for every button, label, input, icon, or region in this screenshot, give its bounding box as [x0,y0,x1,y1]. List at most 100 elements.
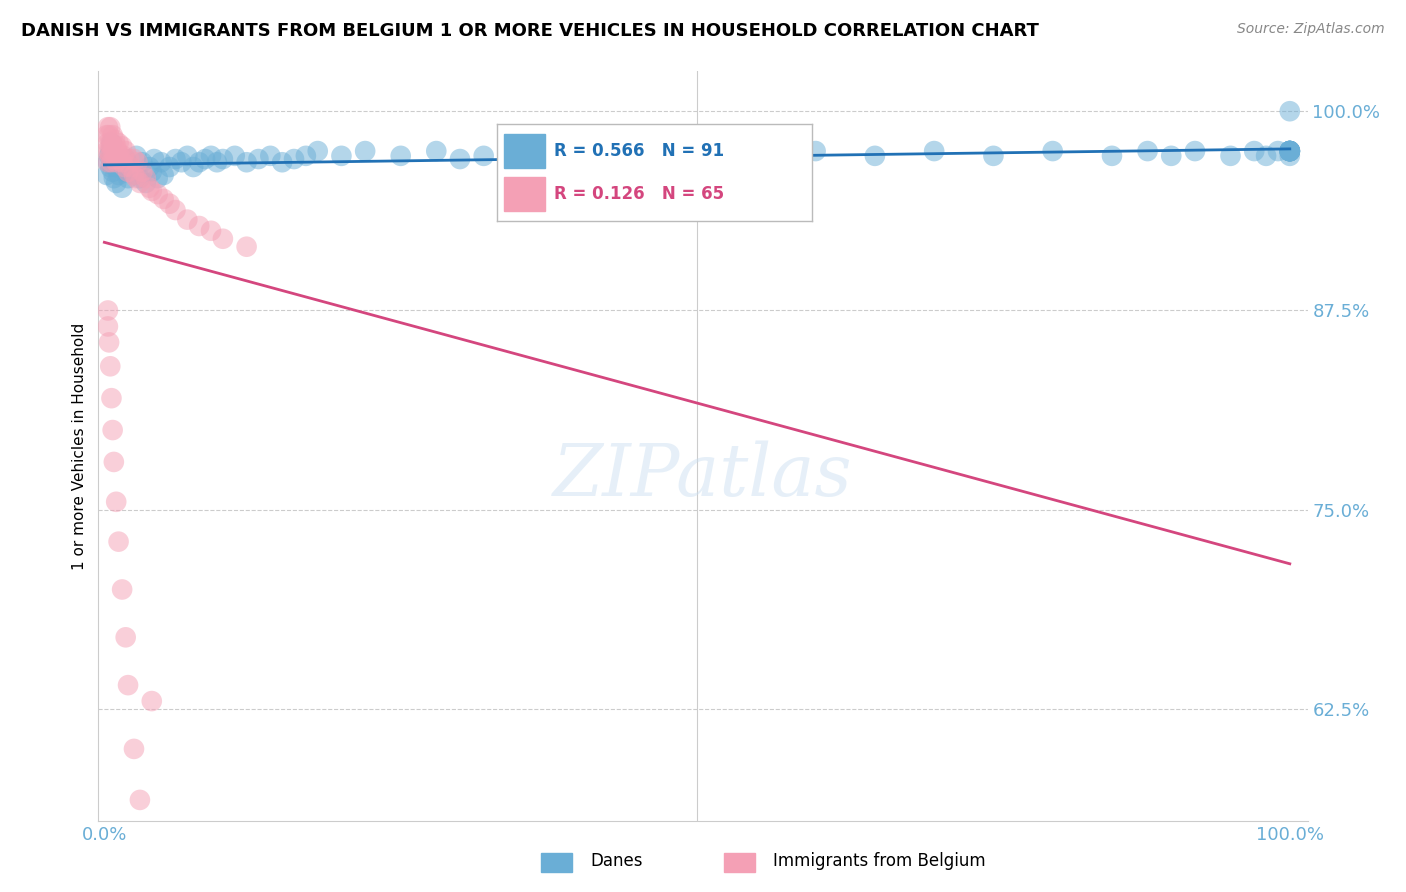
Point [1042,144,1064,158]
Point [105,176,128,190]
Point [114,152,136,166]
Point [97,120,120,135]
Point [104,160,127,174]
Point [122,168,145,182]
Point [152,192,174,206]
Point [107,534,129,549]
Point [117,165,139,179]
Point [159,196,181,211]
Point [141,694,163,708]
Point [117,171,139,186]
Point [330,149,353,163]
Point [1278,144,1301,158]
Point [181,160,204,174]
Point [98,149,121,163]
Point [100,152,122,166]
Point [114,160,136,174]
Point [107,136,129,150]
Point [1267,144,1289,158]
Point [122,168,145,182]
Point [127,155,149,169]
Point [194,152,217,166]
Point [120,160,142,174]
Point [271,155,294,169]
Point [104,149,127,163]
Point [103,152,125,166]
Point [1278,144,1301,158]
Point [1278,104,1301,119]
Point [152,168,174,182]
Point [98,120,121,135]
Point [135,176,157,190]
Point [103,149,125,163]
Point [1278,144,1301,158]
Point [983,149,1005,163]
Point [508,144,530,158]
Point [98,359,121,374]
Point [745,149,768,163]
Point [100,136,122,150]
Point [111,180,134,194]
Text: Immigrants from Belgium: Immigrants from Belgium [773,852,986,870]
Point [224,149,246,163]
Point [425,144,447,158]
Point [108,149,131,163]
Point [120,160,142,174]
Point [114,165,136,179]
Point [97,155,120,169]
Point [118,152,141,166]
Point [1278,144,1301,158]
Point [1278,144,1301,158]
Point [129,171,152,186]
Point [105,152,128,166]
Point [131,155,153,169]
Point [98,144,121,158]
Point [176,212,198,227]
Point [98,160,121,174]
Point [1278,144,1301,158]
Text: DANISH VS IMMIGRANTS FROM BELGIUM 1 OR MORE VEHICLES IN HOUSEHOLD CORRELATION CH: DANISH VS IMMIGRANTS FROM BELGIUM 1 OR M… [21,22,1039,40]
Point [212,152,235,166]
Point [96,128,118,142]
Point [98,128,121,142]
Point [129,793,152,807]
Point [1219,149,1241,163]
Point [283,152,305,166]
Point [591,152,613,166]
Point [200,224,222,238]
Point [1243,144,1265,158]
Point [686,160,709,174]
Point [114,144,136,158]
Point [165,152,187,166]
Point [1160,149,1182,163]
Point [662,144,685,158]
Point [176,149,198,163]
Point [354,144,377,158]
Point [141,184,163,198]
Point [114,630,136,644]
Point [111,160,134,174]
Point [165,202,187,217]
Point [101,144,124,158]
Point [1278,144,1301,158]
Point [96,144,118,158]
Text: Source: ZipAtlas.com: Source: ZipAtlas.com [1237,22,1385,37]
Point [97,155,120,169]
Point [863,149,886,163]
Point [1136,144,1159,158]
Point [111,582,134,597]
Text: ZIPatlas: ZIPatlas [553,441,853,511]
Point [188,219,211,233]
Point [122,152,145,166]
Point [122,742,145,756]
Point [1278,144,1301,158]
Point [389,149,412,163]
Point [138,160,160,174]
Point [105,495,128,509]
Point [212,232,235,246]
Point [1278,144,1301,158]
Point [138,180,160,194]
Point [159,160,181,174]
Point [105,155,128,169]
Point [107,152,129,166]
